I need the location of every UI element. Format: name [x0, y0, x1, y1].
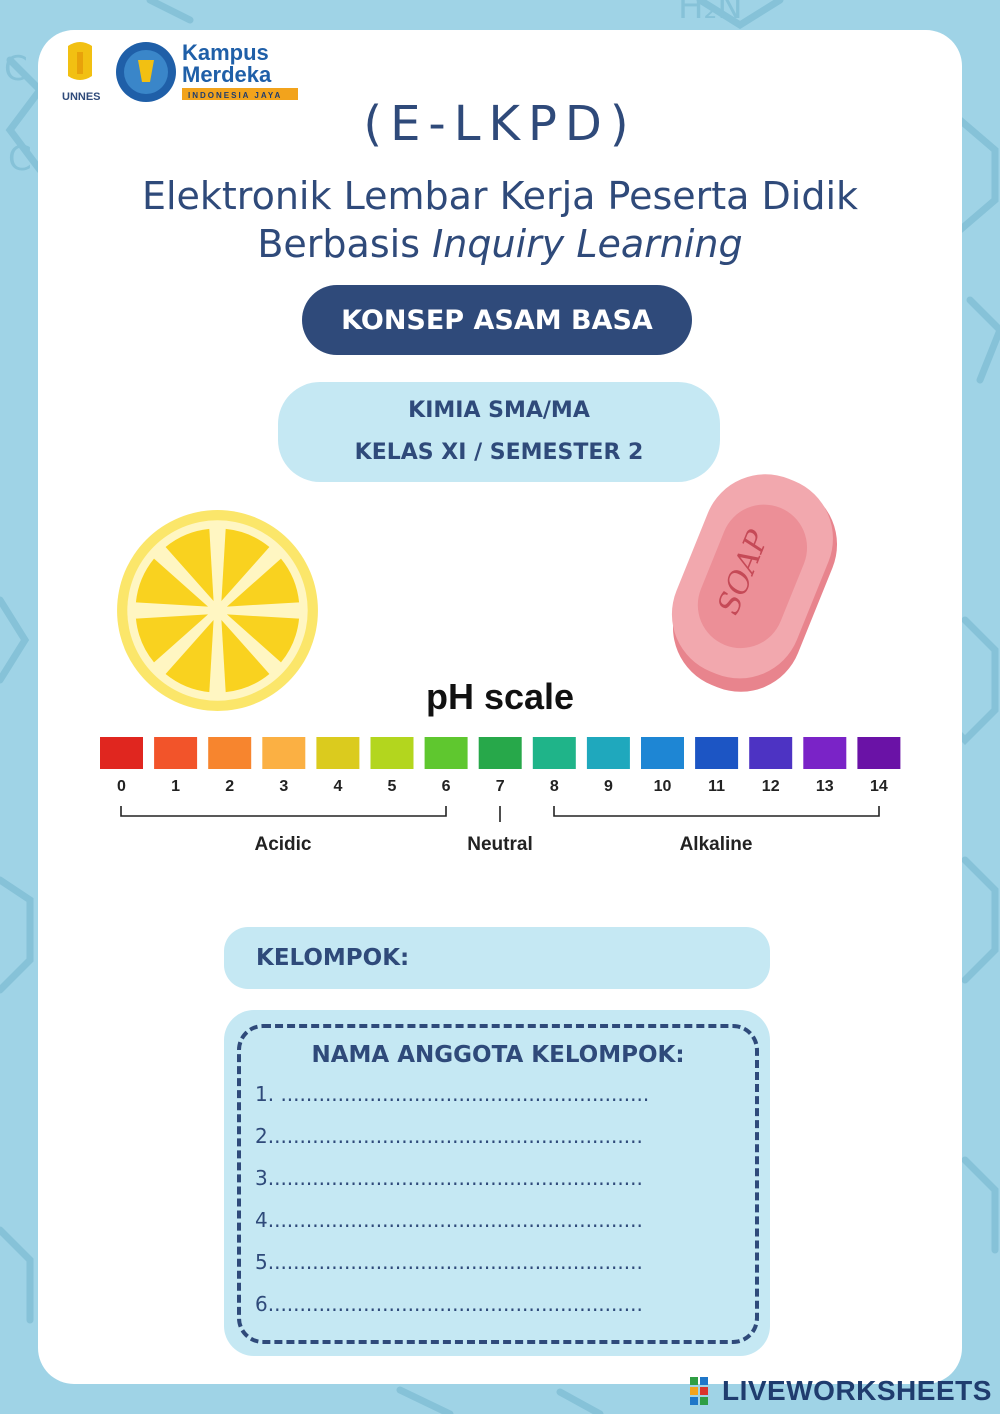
kampus-tagline: INDONESIA JAYA [188, 91, 282, 100]
ph-color-box-14 [857, 737, 901, 769]
kampus-merdeka-logo: Kampus Merdeka INDONESIA JAYA [182, 40, 298, 100]
lemon-segment [221, 619, 270, 693]
liveworksheets-icon [690, 1377, 708, 1405]
ph-color-box-4 [316, 737, 360, 769]
ph-level-label-13: 13 [816, 778, 834, 795]
ph-color-box-6 [424, 737, 468, 769]
ph-level-label-11: 11 [708, 778, 725, 795]
members-box: NAMA ANGGOTA KELOMPOK: 1. ..............… [224, 1010, 770, 1356]
subtitle-line1: Elektronik Lembar Kerja Peserta Didik [141, 174, 859, 218]
lemon-segment [135, 614, 209, 663]
member-line-6[interactable]: 6.......................................… [255, 1292, 643, 1316]
ph-color-box-2 [208, 737, 252, 769]
unnes-logo: UNNES [62, 42, 101, 103]
ph-scale-chart: 0 1 2 3 4 5 6 7 8 9 10 11 12 13 14 Acidic Neutral Alka… [100, 737, 901, 855]
kampus-line1: Kampus [182, 40, 269, 65]
members-dashed-frame: NAMA ANGGOTA KELOMPOK: 1. ..............… [237, 1024, 759, 1344]
svg-text:H₂N: H₂N [678, 0, 743, 27]
lemon-slice-image [117, 510, 318, 711]
group-name-label: KELOMPOK: [256, 945, 410, 971]
neutral-label: Neutral [467, 834, 532, 855]
liveworksheets-watermark: LIVEWORKSHEETS [690, 1374, 992, 1408]
svg-text:C: C [4, 49, 28, 89]
ph-level-label-9: 9 [604, 778, 613, 795]
member-line-5[interactable]: 5.......................................… [255, 1250, 643, 1274]
ph-scale-title: pH scale [425, 676, 575, 717]
member-line-2[interactable]: 2.......................................… [255, 1124, 643, 1148]
member-line-4[interactable]: 4.......................................… [255, 1208, 643, 1232]
ph-level-label-7: 7 [496, 778, 505, 795]
ph-color-box-13 [803, 737, 847, 769]
ph-color-box-3 [262, 737, 306, 769]
acidic-label: Acidic [254, 834, 311, 855]
soap-bar-image: SOAP [671, 474, 838, 692]
alkaline-bracket [553, 806, 880, 817]
lemon-segment [135, 558, 209, 607]
ph-level-label-8: 8 [550, 778, 559, 795]
acidic-bracket [120, 806, 447, 817]
member-line-1[interactable]: 1. .....................................… [255, 1082, 650, 1106]
ph-level-label-12: 12 [762, 778, 780, 795]
ph-color-box-7 [478, 737, 522, 769]
svg-text:C: C [8, 139, 32, 179]
page-title: (E-LKPD) [363, 96, 637, 152]
ph-color-box-0 [100, 737, 143, 769]
ph-level-label-2: 2 [225, 778, 234, 795]
ph-color-box-12 [749, 737, 793, 769]
lemon-segment [226, 558, 300, 607]
subject-line2: KELAS XI / SEMESTER 2 [354, 440, 644, 465]
alkaline-label: Alkaline [680, 834, 753, 855]
tut-wuri-logo [116, 42, 176, 102]
lemon-segment [165, 619, 214, 693]
ph-level-label-1: 1 [171, 778, 180, 795]
liveworksheets-text: LIVEWORKSHEETS [722, 1375, 992, 1406]
lemon-segment [226, 614, 300, 663]
topic-badge: KONSEP ASAM BASA [302, 285, 692, 355]
ph-level-label-6: 6 [442, 778, 451, 795]
institution-logos: UNNES Kampus Merdeka INDONESIA JAYA [62, 40, 298, 103]
members-title: NAMA ANGGOTA KELOMPOK: [311, 1042, 685, 1068]
ph-color-box-11 [695, 737, 739, 769]
ph-level-label-0: 0 [117, 778, 126, 795]
page-subtitle: Elektronik Lembar Kerja Peserta Didik Be… [0, 172, 1000, 268]
ph-color-box-8 [532, 737, 576, 769]
group-name-field[interactable]: KELOMPOK: [224, 927, 770, 989]
subtitle-line2-italic: Inquiry Learning [432, 222, 743, 266]
subtitle-line2-plain: Berbasis [257, 222, 433, 266]
ph-color-box-1 [154, 737, 198, 769]
ph-level-label-14: 14 [870, 778, 888, 795]
ph-color-box-10 [641, 737, 684, 769]
subtitle-line2: Berbasis Inquiry Learning [0, 220, 1000, 268]
member-line-3[interactable]: 3.......................................… [255, 1166, 643, 1190]
subject-line1: KIMIA SMA/MA [408, 398, 590, 423]
ph-level-label-4: 4 [333, 778, 342, 795]
kampus-line2: Merdeka [182, 62, 272, 87]
lemon-segment [221, 528, 270, 602]
ph-level-label-3: 3 [279, 778, 288, 795]
ph-level-label-5: 5 [388, 778, 397, 795]
ph-color-box-5 [370, 737, 414, 769]
unnes-logo-text: UNNES [62, 91, 101, 103]
lemon-segment [165, 528, 214, 602]
ph-color-box-9 [586, 737, 630, 769]
subject-info-box: KIMIA SMA/MA KELAS XI / SEMESTER 2 [278, 382, 720, 482]
ph-level-label-10: 10 [654, 778, 672, 795]
